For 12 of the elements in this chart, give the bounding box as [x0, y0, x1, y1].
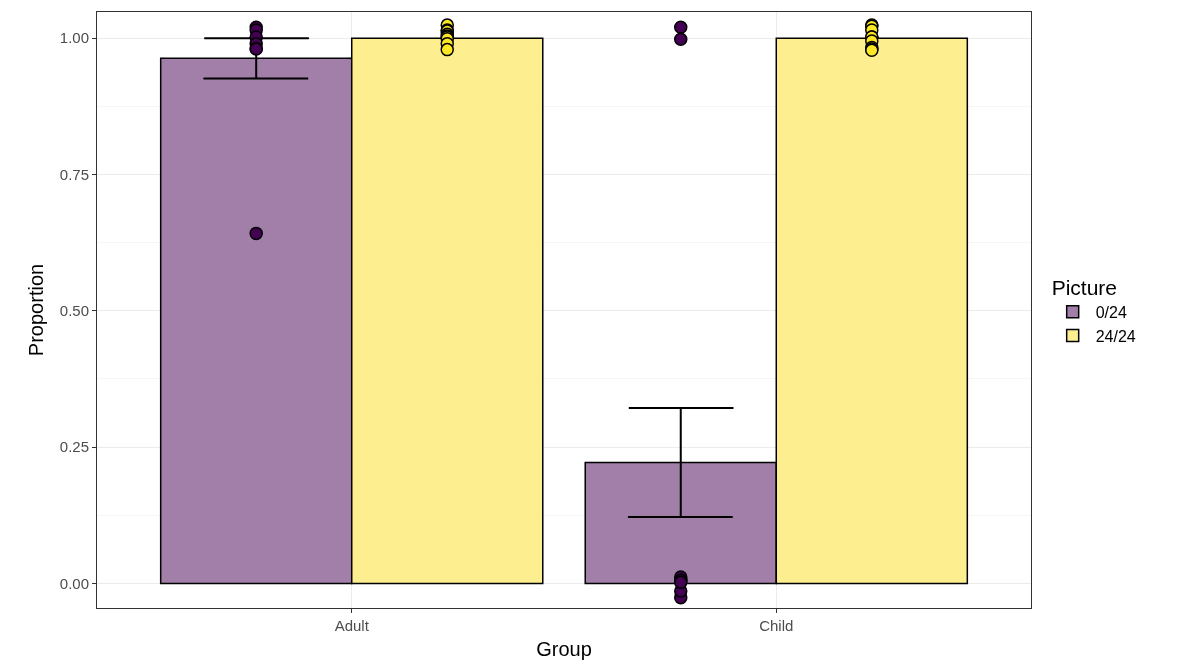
y-tick-label: 0.50	[59, 302, 89, 320]
y-axis-title: Proportion	[25, 263, 48, 357]
y-tick-label: 0.75	[59, 165, 89, 183]
y-tick-label: 0.25	[59, 438, 89, 456]
legend-label: 24/24	[1095, 327, 1136, 345]
x-tick-label: Child	[759, 617, 794, 634]
legend-label: 0/24	[1095, 303, 1127, 321]
legend-title: Picture	[1051, 275, 1118, 299]
y-tick-label: 1.00	[59, 29, 89, 47]
x-tick-label: Adult	[334, 617, 370, 634]
x-axis-title: Group	[536, 637, 592, 660]
y-tick-label: 0.00	[59, 574, 89, 592]
